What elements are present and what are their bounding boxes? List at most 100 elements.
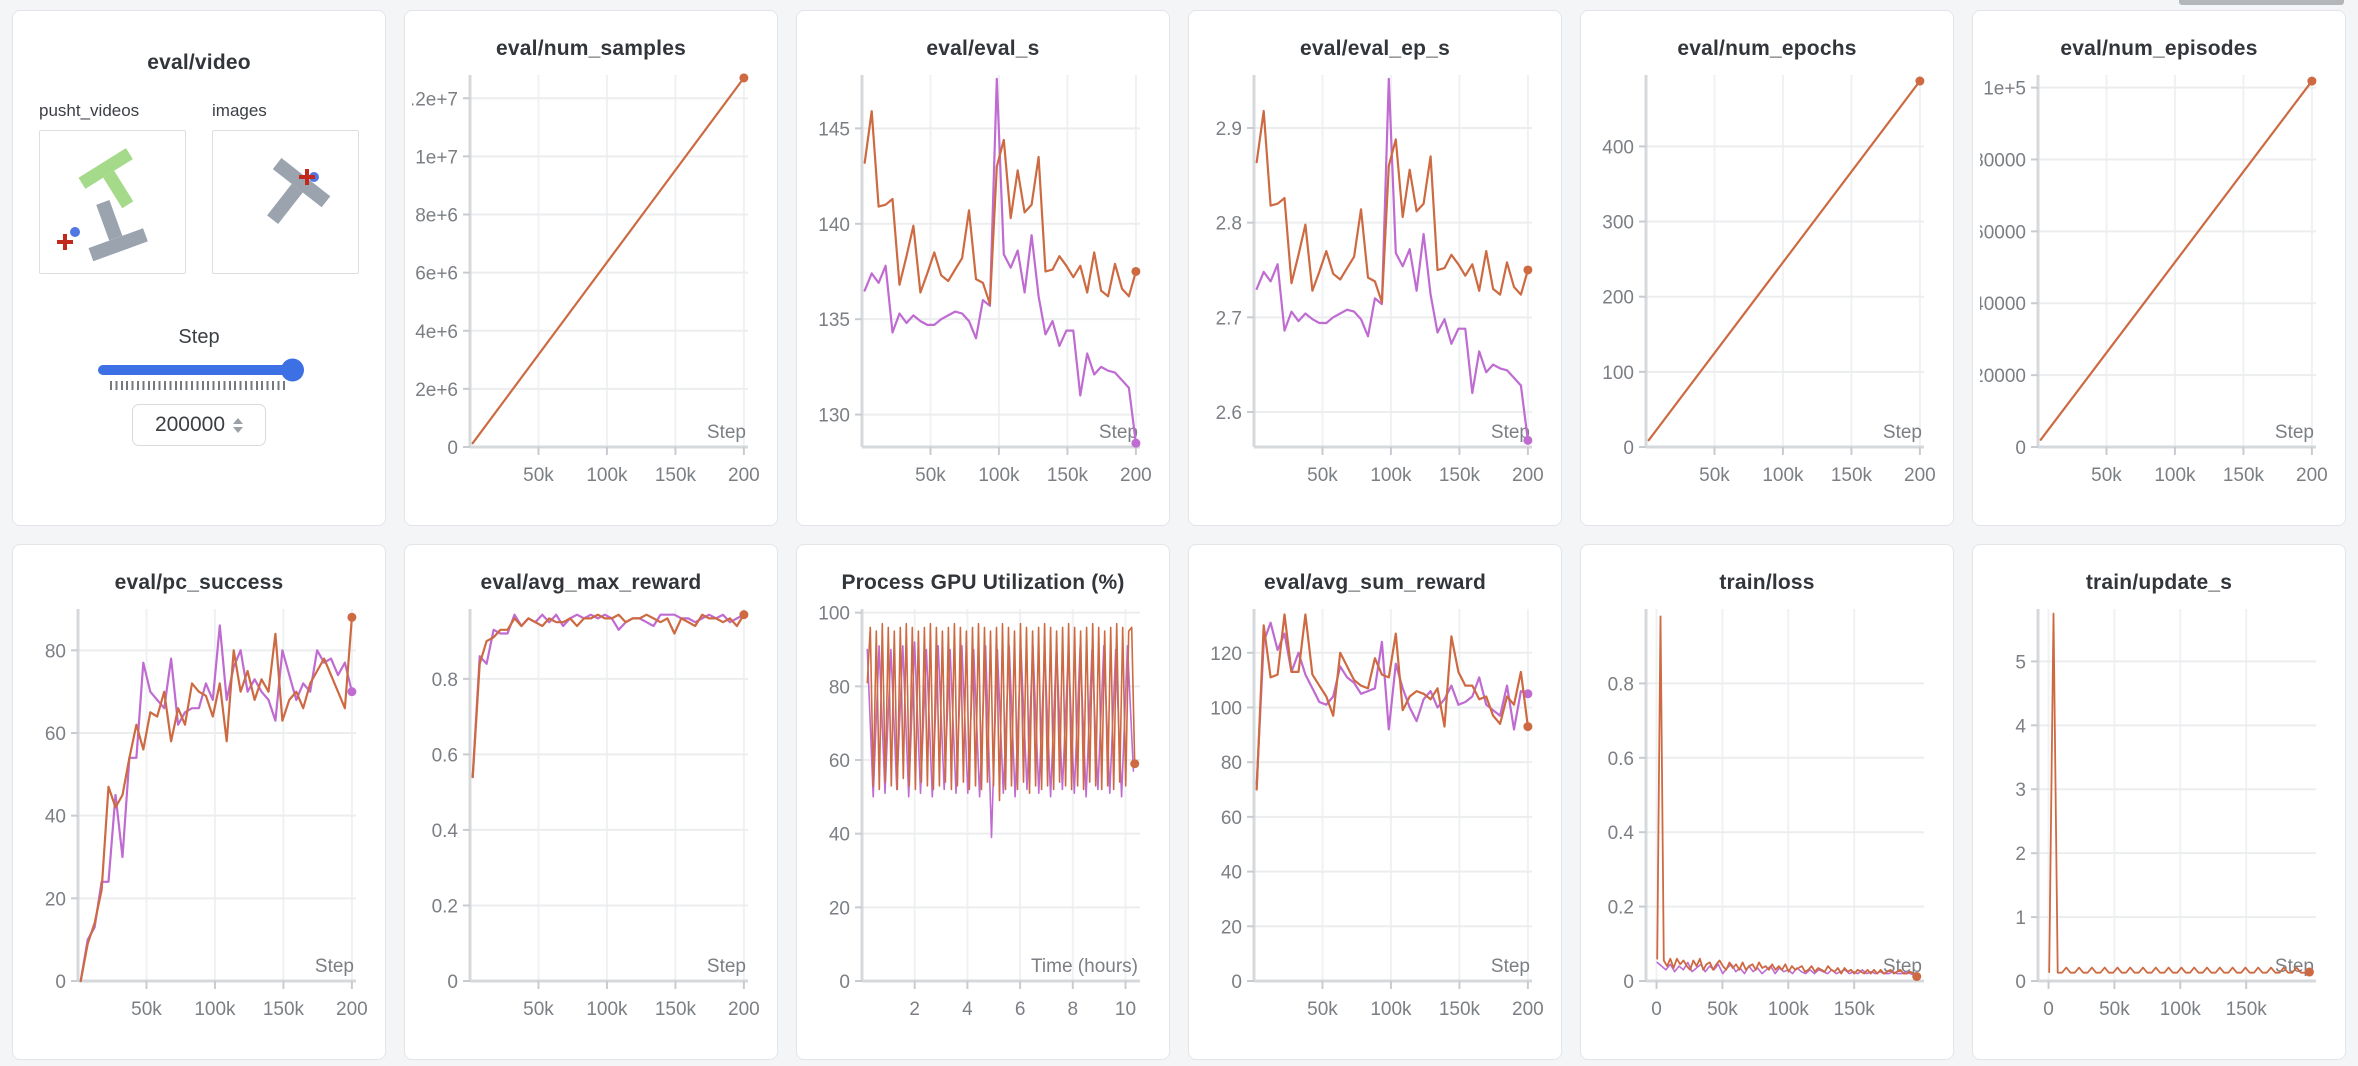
svg-text:0.6: 0.6 [432, 745, 458, 766]
series-line-purple[interactable] [1255, 621, 1529, 786]
svg-text:150k: 150k [2226, 999, 2268, 1020]
svg-text:50k: 50k [2099, 999, 2130, 1020]
series-end-dot-orange[interactable] [1131, 266, 1141, 276]
series-line-purple[interactable] [79, 624, 353, 983]
series-line-orange[interactable] [2048, 612, 2311, 974]
chart-panel-pc-success[interactable]: eval/pc_success 0 20 40 60 80 50k 100k 150k 200 S… [12, 544, 386, 1060]
series-line-orange[interactable] [2039, 80, 2313, 441]
chart-title: eval/eval_ep_s [1300, 37, 1450, 60]
chart-plot-gpu-util[interactable]: 0 20 40 60 80 100 2 4 6 8 10 Time (hours) [804, 597, 1162, 1041]
svg-text:0: 0 [55, 972, 66, 993]
series-end-dot-orange[interactable] [739, 73, 749, 83]
series-end-dot-orange[interactable] [2304, 967, 2314, 977]
image-thumbnail[interactable] [212, 130, 359, 274]
svg-text:150k: 150k [655, 999, 697, 1020]
chart-plot-eval-ep-s[interactable]: 2.6 2.7 2.8 2.9 50k 100k 150k 200 Step [1196, 63, 1554, 507]
chart-title: eval/pc_success [114, 571, 284, 594]
svg-text:Step: Step [2275, 422, 2314, 443]
series-line-orange[interactable] [79, 616, 353, 983]
series-line-orange[interactable] [1656, 615, 1918, 978]
svg-text:10: 10 [1115, 999, 1136, 1020]
svg-text:Step: Step [315, 956, 354, 977]
svg-text:150k: 150k [1047, 465, 1089, 486]
step-slider-label: Step [178, 326, 220, 348]
series-line-purple[interactable] [1255, 77, 1529, 442]
chart-panel-eval-ep-s[interactable]: eval/eval_ep_s 2.6 2.7 2.8 2.9 50k 100k 150k 20… [1188, 10, 1562, 526]
decrement-icon[interactable] [233, 426, 244, 433]
horizontal-scrollbar[interactable] [2179, 0, 2344, 5]
svg-text:20: 20 [45, 889, 66, 910]
chart-panel-train-loss[interactable]: train/loss 0 0.2 0.4 0.6 0.8 0 50k 100k 150k Step [1580, 544, 1954, 1060]
step-value-input[interactable]: 200000 [132, 404, 266, 446]
series-end-dot-orange[interactable] [1915, 76, 1925, 86]
series-end-dot-orange[interactable] [1912, 972, 1922, 982]
svg-text:100k: 100k [586, 999, 628, 1020]
chart-plot-num-samples[interactable]: 0 2e+6 4e+6 6e+6 8e+6 1e+7 1.2e+7 50k 100k 150k 20… [412, 63, 770, 507]
svg-text:200: 200 [2296, 465, 2328, 486]
chart-plot-train-update-s[interactable]: 0 1 2 3 4 5 0 50k 100k 150k Step [1980, 597, 2338, 1041]
series-line-orange[interactable] [471, 613, 745, 779]
svg-text:150k: 150k [1439, 999, 1481, 1020]
series-end-dot-orange[interactable] [2307, 76, 2317, 86]
svg-text:100: 100 [818, 604, 850, 625]
chart-plot-pc-success[interactable]: 0 20 40 60 80 50k 100k 150k 200 Step [20, 597, 378, 1041]
chart-plot-num-episodes[interactable]: 0 20000 40000 60000 80000 1e+5 50k 100k 150k 200 S… [1980, 63, 2338, 507]
svg-text:100k: 100k [1762, 465, 1804, 486]
svg-text:150k: 150k [655, 465, 697, 486]
chart-panel-avg-sum-reward[interactable]: eval/avg_sum_reward 0 20 40 60 80 100 120 50k 10… [1188, 544, 1562, 1060]
svg-text:0.2: 0.2 [432, 896, 458, 917]
series-end-dot-purple[interactable] [1523, 435, 1533, 445]
chart-panel-gpu-util[interactable]: Process GPU Utilization (%) 0 20 40 60 80 100… [796, 544, 1170, 1060]
svg-text:2.8: 2.8 [1216, 214, 1242, 235]
chart-plot-num-epochs[interactable]: 0 100 200 300 400 50k 100k 150k 200 Step [1588, 63, 1946, 507]
step-slider-thumb[interactable] [281, 358, 304, 382]
media-panel-eval-video[interactable]: eval/video pusht_videos [12, 10, 386, 526]
svg-text:150k: 150k [2223, 465, 2265, 486]
svg-text:50k: 50k [1699, 465, 1730, 486]
svg-text:100k: 100k [2160, 999, 2202, 1020]
series-line-orange[interactable] [471, 76, 745, 445]
series-end-dot-orange[interactable] [739, 610, 749, 620]
series-end-dot-orange[interactable] [1130, 759, 1140, 769]
video-thumbnail-pusht[interactable] [39, 130, 186, 274]
chart-plot-avg-max-reward[interactable]: 0 0.2 0.4 0.6 0.8 50k 100k 150k 200 Step [412, 597, 770, 1041]
chart-panel-num-samples[interactable]: eval/num_samples 0 2e+6 4e+6 6e+6 8e+6 1e+7 1.… [404, 10, 778, 526]
chart-panel-num-episodes[interactable]: eval/num_episodes 0 20000 40000 60000 80000 1… [1972, 10, 2346, 526]
series-line-purple[interactable] [471, 613, 745, 779]
chart-panel-num-epochs[interactable]: eval/num_epochs 0 100 200 300 400 50k 100k 150k… [1580, 10, 1954, 526]
series-end-dot-purple[interactable] [1131, 438, 1141, 448]
svg-text:0.2: 0.2 [1608, 898, 1634, 919]
chart-plot-avg-sum-reward[interactable]: 0 20 40 60 80 100 120 50k 100k 150k 200 Step [1196, 597, 1554, 1041]
series-line-orange[interactable] [1255, 613, 1529, 791]
series-line-purple[interactable] [863, 77, 1137, 445]
series-end-dot-orange[interactable] [347, 612, 357, 622]
chart-plot-eval-s[interactable]: 130 135 140 145 50k 100k 150k 200 Step [804, 63, 1162, 507]
series-line-orange[interactable] [866, 622, 1136, 802]
svg-text:0: 0 [2015, 972, 2026, 993]
series-line-orange[interactable] [1647, 79, 1921, 442]
svg-text:100k: 100k [2154, 465, 2196, 486]
svg-text:100k: 100k [1370, 465, 1412, 486]
chart-title: train/update_s [2085, 571, 2233, 594]
step-slider-track[interactable] [98, 358, 304, 382]
svg-text:Step: Step [1491, 422, 1530, 443]
increment-icon[interactable] [233, 417, 244, 424]
chart-panel-eval-s[interactable]: eval/eval_s 130 135 140 145 50k 100k 150k 200 St… [796, 10, 1170, 526]
series-line-orange[interactable] [1255, 109, 1529, 304]
chart-panel-train-update-s[interactable]: train/update_s 0 1 2 3 4 5 0 50k 100k 150k Step [1972, 544, 2346, 1060]
svg-text:8e+6: 8e+6 [415, 206, 458, 227]
series-line-orange[interactable] [863, 110, 1137, 305]
svg-text:50k: 50k [523, 999, 554, 1020]
series-end-dot-purple[interactable] [347, 687, 357, 697]
target-cross-icon [57, 234, 73, 250]
svg-text:6: 6 [1015, 999, 1026, 1020]
series-end-dot-orange[interactable] [1523, 722, 1533, 732]
stepper-arrows[interactable] [233, 417, 244, 433]
svg-text:150k: 150k [1831, 465, 1873, 486]
series-end-dot-orange[interactable] [1523, 265, 1533, 275]
svg-text:0: 0 [839, 972, 850, 993]
series-end-dot-purple[interactable] [1523, 689, 1533, 699]
chart-title: eval/avg_sum_reward [1263, 571, 1487, 594]
chart-panel-avg-max-reward[interactable]: eval/avg_max_reward 0 0.2 0.4 0.6 0.8 50k 100k… [404, 544, 778, 1060]
